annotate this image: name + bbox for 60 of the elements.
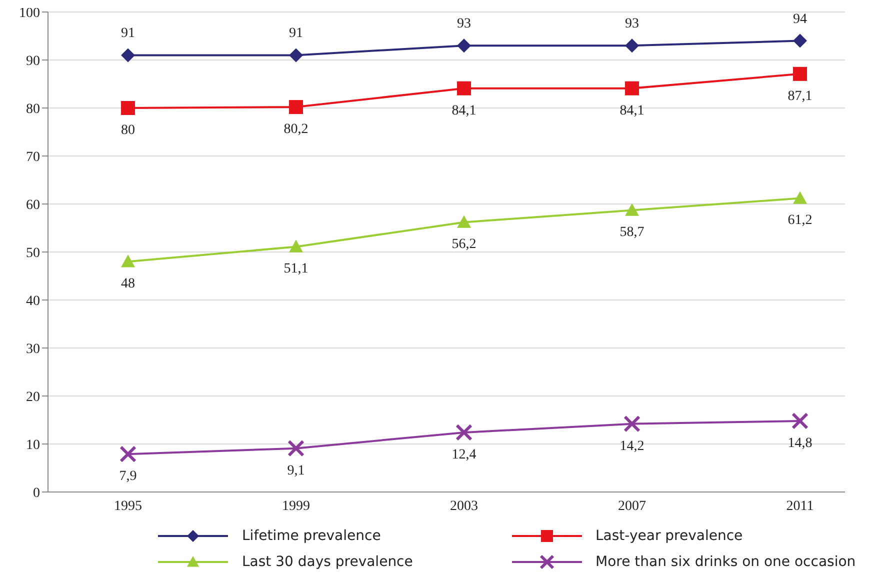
data-label: 14,8 [788, 436, 812, 451]
point [289, 48, 303, 62]
point [625, 203, 639, 216]
y-tick-label: 40 [26, 294, 40, 309]
y-tick-label: 60 [26, 198, 40, 213]
point [457, 81, 471, 96]
data-label: 12,4 [452, 447, 476, 462]
point [793, 66, 807, 81]
point [793, 34, 807, 48]
y-tick-label: 90 [26, 54, 40, 69]
data-label: 56,2 [452, 237, 476, 252]
legend-label: Last-year prevalence [596, 528, 743, 544]
data-label: 91 [289, 26, 303, 42]
data-label: 93 [625, 16, 639, 32]
point [289, 100, 303, 114]
data-label: 94 [793, 12, 807, 27]
point [624, 415, 640, 432]
x-tick-label: 2011 [786, 498, 814, 514]
point [120, 446, 136, 463]
x-tick-label: 2003 [450, 498, 478, 514]
point [121, 254, 135, 268]
data-label: 87,1 [788, 88, 812, 104]
point [457, 215, 471, 228]
data-label: 58,7 [620, 225, 644, 240]
x-tick-label: 2007 [618, 498, 646, 514]
point [121, 101, 135, 115]
point [457, 38, 471, 53]
point [456, 424, 472, 441]
data-label: 84,1 [620, 103, 644, 118]
y-tick-label: 70 [26, 150, 40, 165]
y-tick-label: 50 [26, 246, 40, 261]
point [121, 48, 135, 62]
data-label: 9,1 [287, 463, 305, 478]
data-label: 80,2 [284, 122, 308, 138]
legend-label: Lifetime prevalence [242, 528, 381, 544]
y-tick-label: 20 [26, 390, 40, 405]
point [793, 191, 807, 204]
x-tick-label: 1995 [114, 498, 142, 514]
point [625, 38, 639, 53]
point [792, 412, 808, 430]
y-tick-label: 80 [26, 102, 40, 117]
y-tick-label: 10 [26, 438, 40, 453]
data-label: 91 [121, 26, 135, 42]
y-tick-label: 30 [26, 342, 40, 357]
data-label: 48 [121, 276, 135, 292]
data-label: 93 [457, 16, 471, 32]
y-tick-label: 100 [19, 6, 40, 21]
data-label: 61,2 [788, 213, 812, 228]
point [289, 240, 303, 252]
point [625, 81, 639, 96]
x-tick-label: 1999 [282, 498, 310, 514]
data-label: 51,1 [284, 262, 308, 277]
data-label: 80 [121, 123, 135, 138]
legend-label: More than six drinks on one occasion [596, 554, 856, 570]
data-label: 7,9 [119, 469, 137, 484]
data-label: 84,1 [452, 103, 476, 118]
y-tick-label: 0 [33, 486, 40, 501]
point [288, 440, 304, 457]
legend-label: Last 30 days prevalence [242, 554, 413, 570]
data-label: 14,2 [620, 438, 644, 454]
